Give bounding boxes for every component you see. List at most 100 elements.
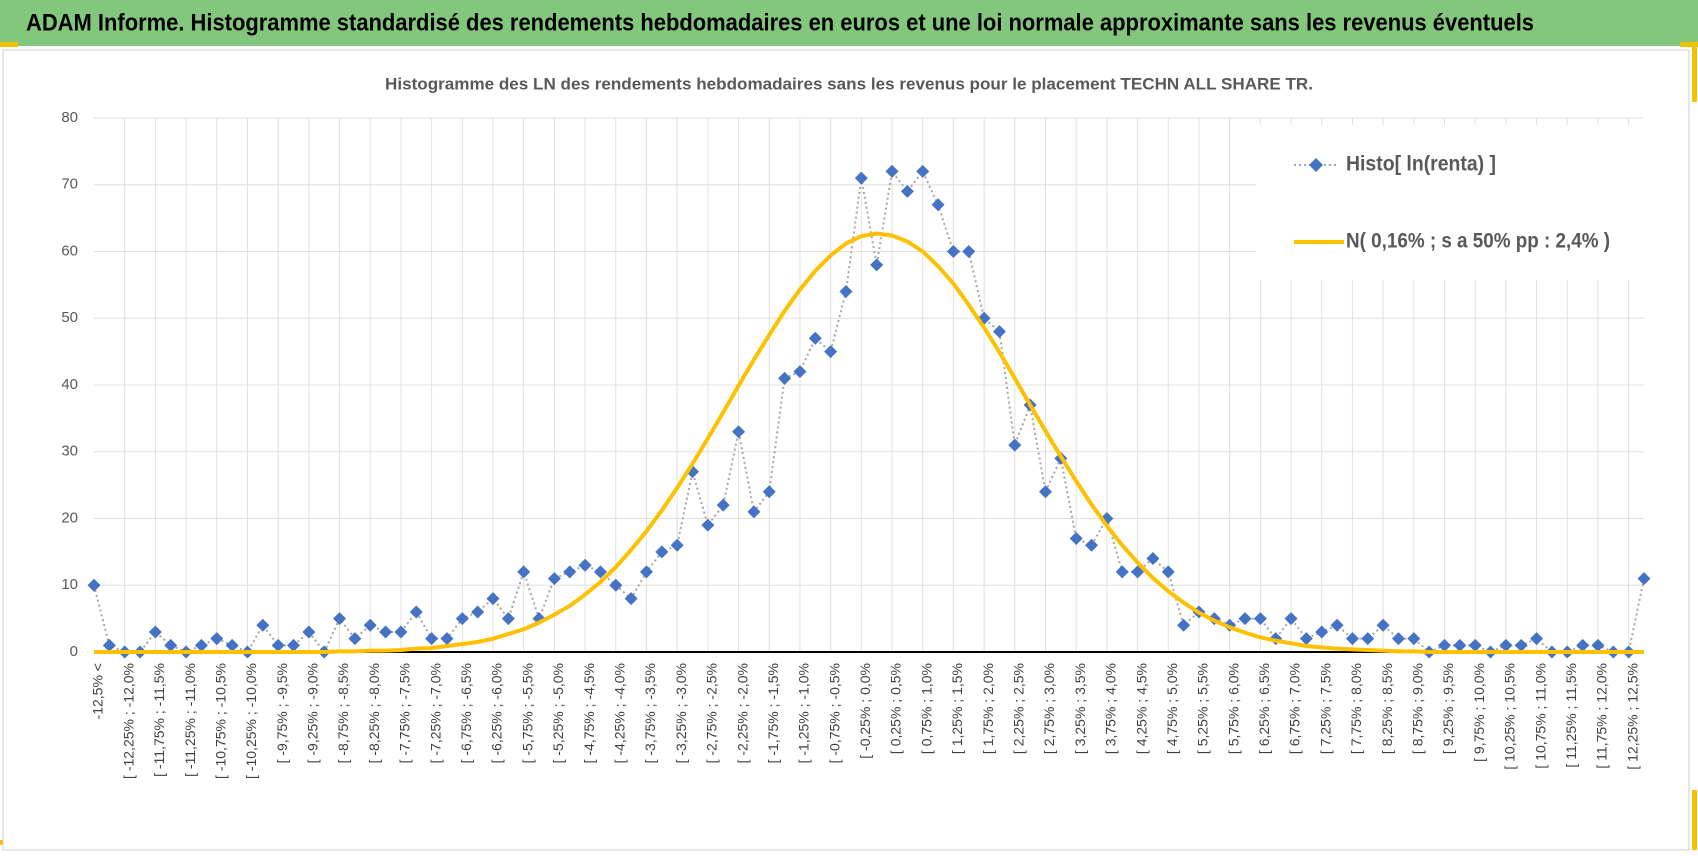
x-tick-label: [ -12,25% ; -12,0% bbox=[120, 663, 136, 779]
x-tick-label: [ -10,75% ; -10,5% bbox=[212, 663, 228, 779]
data-point bbox=[1069, 532, 1083, 546]
x-tick-label: -12,5% < bbox=[90, 663, 106, 719]
data-point bbox=[639, 565, 653, 579]
x-tick-label: [ -8,25% ; -8,0% bbox=[366, 663, 382, 763]
data-point bbox=[87, 578, 101, 592]
y-tick-label: 80 bbox=[61, 109, 78, 126]
x-tick-label: [ -1,25% ; -1,0% bbox=[796, 663, 812, 763]
data-point bbox=[1253, 612, 1267, 626]
x-tick-label: [ -4,25% ; -4,0% bbox=[611, 663, 627, 763]
x-tick-label: [ 3,75% ; 4,0% bbox=[1103, 663, 1119, 754]
data-point bbox=[854, 171, 868, 185]
data-point bbox=[440, 632, 454, 646]
data-point bbox=[962, 245, 976, 258]
x-tick-label: [ 9,25% ; 9,5% bbox=[1440, 663, 1456, 754]
data-point bbox=[501, 612, 515, 626]
x-tick-label: [ -3,75% ; -3,5% bbox=[642, 663, 658, 763]
header-title: ADAM Informe. Histogramme standardisé de… bbox=[26, 9, 1534, 36]
data-point bbox=[1391, 632, 1405, 646]
x-tick-label: [ 11,25% ; 11,5% bbox=[1563, 663, 1579, 768]
x-tick-label: [ 11,75% ; 12,0% bbox=[1594, 663, 1610, 769]
data-point bbox=[1576, 638, 1590, 652]
data-point bbox=[1514, 638, 1528, 652]
data-point bbox=[1146, 552, 1160, 566]
x-tick-label: [ 5,75% ; 6,0% bbox=[1225, 663, 1241, 754]
x-tick-label: [ -3,25% ; -3,0% bbox=[673, 663, 689, 763]
data-point bbox=[747, 505, 761, 519]
data-point bbox=[824, 345, 838, 359]
data-point bbox=[425, 632, 439, 646]
data-point bbox=[1161, 565, 1175, 579]
data-point bbox=[900, 184, 914, 198]
data-point bbox=[793, 365, 807, 379]
data-point bbox=[225, 638, 239, 652]
x-tick-label: [ -9,25% ; -9,0% bbox=[305, 663, 321, 763]
x-tick-label: [ 8,75% ; 9,0% bbox=[1410, 663, 1426, 754]
x-tick-label: [ 1,75% ; 2,0% bbox=[980, 663, 996, 754]
data-point bbox=[210, 632, 224, 646]
data-point bbox=[194, 638, 208, 652]
data-point bbox=[1530, 632, 1544, 646]
data-point bbox=[1376, 618, 1390, 632]
x-tick-label: [ 0,75% ; 1,0% bbox=[918, 663, 934, 754]
y-tick-label: 50 bbox=[61, 309, 78, 326]
data-point bbox=[455, 612, 469, 626]
data-point bbox=[839, 285, 853, 299]
data-point bbox=[1499, 638, 1513, 652]
x-tick-label: [ -6,75% ; -6,5% bbox=[458, 663, 474, 763]
x-tick-label: [ 5,25% ; 5,5% bbox=[1195, 663, 1211, 754]
chart-title: Histogramme des LN des rendements hebdom… bbox=[385, 74, 1313, 93]
data-point bbox=[992, 325, 1006, 339]
data-point bbox=[931, 198, 945, 212]
data-point bbox=[1407, 632, 1421, 646]
data-point bbox=[1284, 612, 1298, 626]
data-point bbox=[1115, 565, 1129, 579]
legend-label: Histo[ ln(renta) ] bbox=[1346, 153, 1496, 176]
x-tick-label: [ 6,75% ; 7,0% bbox=[1287, 663, 1303, 754]
data-point bbox=[762, 485, 776, 499]
x-tick-label: [ 2,75% ; 3,0% bbox=[1041, 663, 1057, 754]
corner-mark bbox=[1680, 42, 1698, 47]
legend-label: N( 0,16% ; s a 50% pp : 2,4% ) bbox=[1346, 230, 1610, 253]
x-tick-label: [ -7,75% ; -7,5% bbox=[397, 663, 413, 763]
x-tick-label: [ -6,25% ; -6,0% bbox=[489, 663, 505, 763]
y-tick-label: 20 bbox=[61, 509, 78, 526]
data-point bbox=[1453, 638, 1467, 652]
x-tick-label: [ -10,25% ; -10,0% bbox=[243, 663, 259, 779]
x-tick-label: [ 4,75% ; 5,0% bbox=[1164, 663, 1180, 754]
series-line bbox=[94, 231, 1644, 654]
data-point bbox=[148, 625, 162, 639]
x-tick-label: [ -4,75% ; -4,5% bbox=[581, 663, 597, 763]
header-bar bbox=[0, 0, 1698, 46]
corner-mark bbox=[1692, 42, 1697, 102]
data-point bbox=[1468, 638, 1482, 652]
x-tick-label: [ -8,75% ; -8,5% bbox=[335, 663, 351, 763]
data-point bbox=[394, 625, 408, 639]
data-point bbox=[778, 371, 792, 385]
data-point bbox=[102, 638, 116, 652]
data-point bbox=[655, 545, 669, 559]
data-point bbox=[946, 245, 960, 258]
corner-mark bbox=[0, 42, 18, 47]
x-tick-label: [ -0,25% ; 0,0% bbox=[857, 663, 873, 759]
x-tick-label: [ -9,75% ; -9,5% bbox=[274, 663, 290, 763]
data-point bbox=[563, 565, 577, 579]
data-point bbox=[808, 331, 822, 345]
data-point bbox=[670, 538, 684, 552]
data-point bbox=[1637, 572, 1651, 586]
data-point bbox=[870, 258, 884, 272]
x-tick-label: [ 4,25% ; 4,5% bbox=[1133, 663, 1149, 754]
x-tick-label: [ -2,25% ; -2,0% bbox=[734, 663, 750, 763]
data-point bbox=[1238, 612, 1252, 626]
x-tick-label: [ -11,75% ; -11,5% bbox=[151, 663, 167, 777]
x-tick-label: [ 7,25% ; 7,5% bbox=[1317, 663, 1333, 754]
data-point bbox=[609, 578, 623, 592]
data-point bbox=[1330, 618, 1344, 632]
data-point bbox=[517, 565, 531, 579]
x-tick-label: [ -5,25% ; -5,0% bbox=[550, 663, 566, 763]
corner-mark bbox=[1692, 790, 1697, 850]
x-tick-label: [ 1,25% ; 1,5% bbox=[949, 663, 965, 754]
x-tick-label: [ -0,75% ; -0,5% bbox=[826, 663, 842, 763]
data-point bbox=[701, 518, 715, 532]
data-point bbox=[593, 565, 607, 579]
